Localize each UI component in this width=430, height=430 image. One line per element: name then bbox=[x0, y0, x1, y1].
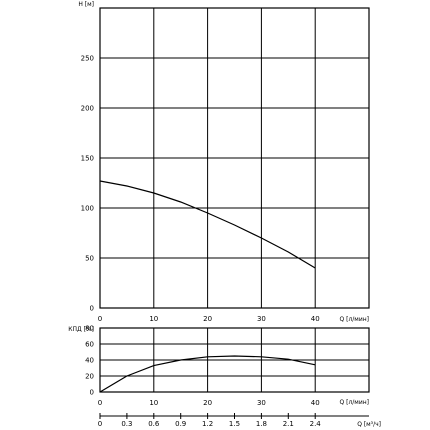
head-x-tick-label: 20 bbox=[203, 315, 212, 323]
flow-axis-tick-label: 0 bbox=[98, 420, 102, 428]
eff-y-axis-label: КПД [%] bbox=[68, 326, 94, 333]
flow-axis-tick-label: 0.9 bbox=[175, 420, 186, 428]
eff-x-tick-label: 40 bbox=[311, 399, 320, 407]
head-y-tick-label: 150 bbox=[81, 155, 94, 163]
head-y-tick-label: 200 bbox=[81, 105, 94, 113]
eff-x-tick-label: 10 bbox=[149, 399, 158, 407]
eff-y-tick-label: 0 bbox=[90, 389, 94, 397]
flow-axis-tick-label: 2.4 bbox=[310, 420, 322, 428]
head-y-tick-label: 250 bbox=[81, 55, 94, 63]
eff-y-tick-label: 80 bbox=[85, 325, 94, 333]
head-x-tick-label: 0 bbox=[98, 315, 102, 323]
eff-y-tick-label: 60 bbox=[85, 341, 94, 349]
flow-axis-tick-label: 0.6 bbox=[148, 420, 160, 428]
eff-x-axis-label: Q [л/мин] bbox=[339, 399, 369, 406]
flow-m3h-axis: 0 0.3 0.6 0.9 1.2 1.5 1.8 2.1 2.4 Q [м³/ч] bbox=[98, 413, 381, 428]
eff-x-tick-label: 0 bbox=[98, 399, 102, 407]
eff-plot-frame bbox=[99, 327, 370, 393]
eff-y-tick-label: 20 bbox=[85, 373, 94, 381]
head-y-axis-label: H [м] bbox=[78, 1, 94, 8]
head-y-tick-label: 0 bbox=[90, 305, 94, 313]
flow-axis-tick-label: 1.5 bbox=[229, 420, 240, 428]
flow-axis-tick-label: 2.1 bbox=[283, 420, 294, 428]
eff-x-tick-label: 30 bbox=[257, 399, 266, 407]
head-y-tick-label: 50 bbox=[85, 255, 94, 263]
flow-axis-tick-label: 0.3 bbox=[121, 420, 132, 428]
head-x-tick-label: 10 bbox=[149, 315, 158, 323]
flow-axis-tick-label: 1.8 bbox=[256, 420, 267, 428]
head-curve-panel: 0 10 20 30 40 0 50 100 150 200 250 H [м] Q [л/мин] bbox=[78, 1, 370, 323]
flow-axis-tick-label: 1.2 bbox=[202, 420, 213, 428]
head-y-tick-label: 100 bbox=[81, 205, 94, 213]
eff-series-line bbox=[99, 355, 316, 393]
flow-axis-label: Q [м³/ч] bbox=[357, 421, 381, 428]
head-x-tick-label: 30 bbox=[257, 315, 266, 323]
head-plot-frame bbox=[99, 7, 370, 309]
eff-x-tick-label: 20 bbox=[203, 399, 212, 407]
head-series-line bbox=[99, 180, 316, 269]
head-x-axis-label: Q [л/мин] bbox=[339, 316, 369, 323]
head-x-tick-label: 40 bbox=[311, 315, 320, 323]
eff-y-tick-label: 40 bbox=[85, 357, 94, 365]
